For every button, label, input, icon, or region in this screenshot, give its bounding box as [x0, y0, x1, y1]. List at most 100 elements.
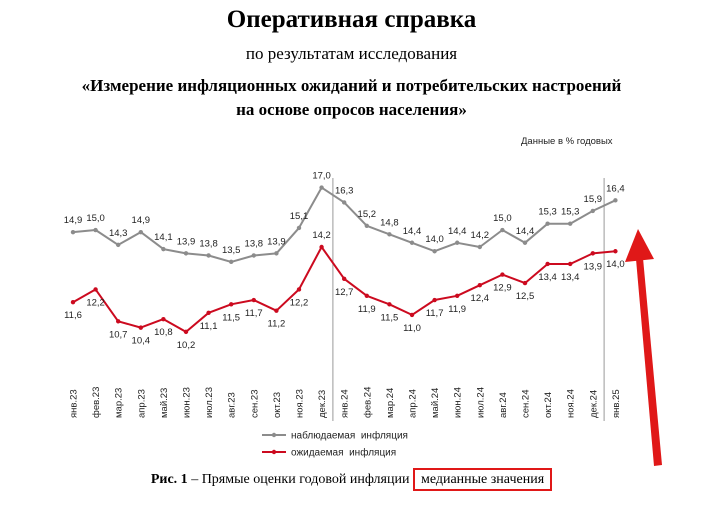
series-1-point: [183, 329, 189, 335]
expected-data-label: 11,9: [358, 304, 376, 315]
expected-data-label: 12,5: [516, 291, 535, 302]
observed-data-label: 15,0: [86, 213, 105, 224]
expected-data-label: 10,8: [154, 327, 173, 338]
series-0-point: [455, 240, 460, 245]
observed-data-label: 14,8: [380, 217, 399, 228]
legend: наблюдаемая инфляция ожидаемая инфляция: [262, 430, 408, 459]
x-axis: янв.23 фев.23 мар.23 апр.23 май.23 июн.23 июл.…: [69, 387, 622, 418]
series-0-point: [229, 259, 234, 265]
x-tick-label: окт.23: [272, 392, 283, 418]
series-line-0: [72, 186, 616, 263]
x-tick-label: мар.24: [385, 388, 396, 418]
series-1-point: [116, 319, 121, 324]
series-1-point: [296, 287, 302, 292]
series-1-point: [613, 249, 618, 254]
point-labels: 14,9 15,014,314,914,1 13,9 13,813,513,8 13,9…: [64, 171, 625, 351]
expected-data-label: 13,4: [538, 272, 557, 283]
series-0-point: [206, 253, 211, 258]
series-1-point: [432, 297, 437, 303]
study-title-line-2: на основе опросов населения»: [236, 100, 467, 119]
expected-data-label: 10,4: [132, 336, 151, 347]
expected-data-label: 14,2: [312, 230, 331, 241]
x-tick-label: сен.23: [249, 390, 260, 419]
series-1-point: [545, 261, 550, 267]
x-tick-label: дек.23: [317, 390, 328, 418]
observed-data-label: 17,0: [312, 171, 331, 182]
observed-data-label: 15,1: [290, 211, 309, 222]
series-0-point: [274, 251, 279, 256]
observed-data-label: 15,2: [358, 209, 377, 220]
series-0-point: [183, 251, 189, 256]
x-tick-label: июн.24: [453, 387, 464, 418]
x-tick-label: май.23: [159, 388, 170, 418]
series-0-point: [500, 227, 505, 233]
caption-highlight: медианные значения: [412, 468, 553, 491]
observed-data-label: 14,4: [448, 226, 467, 237]
series-0-point: [477, 244, 482, 250]
x-tick-label: фев.24: [362, 387, 373, 418]
observed-data-label: 13,8: [199, 238, 218, 249]
expected-data-label: 12,2: [86, 297, 105, 308]
legend-marker-0: [271, 432, 277, 438]
series-1-point: [251, 297, 256, 303]
x-tick-label: янв.25: [611, 389, 622, 418]
observed-data-label: 13,9: [267, 236, 286, 247]
x-tick-label: фев.23: [91, 387, 102, 418]
units-label: Данные в % годовых: [521, 136, 613, 147]
caption-text: – Прямые оценки годовой инфляции: [187, 472, 413, 487]
observed-data-label: 14,9: [132, 215, 151, 226]
series-0-point: [432, 249, 437, 254]
page-title: Оперативная справка: [226, 6, 477, 33]
series-0-point: [138, 229, 143, 235]
expected-data-label: 12,2: [290, 297, 309, 308]
x-tick-label: авг.24: [498, 392, 509, 418]
series-1-point: [500, 272, 505, 277]
series-1-point: [409, 312, 415, 318]
legend-label-1: ожидаемая инфляция: [291, 447, 396, 459]
observed-data-label: 15,3: [538, 207, 557, 218]
study-title-line-1: «Измерение инфляционных ожиданий и потре…: [81, 76, 622, 95]
expected-data-label: 11,5: [222, 312, 240, 323]
observed-data-label: 14,9: [64, 215, 83, 226]
series-1-point: [161, 316, 166, 322]
series-1-point: [229, 302, 234, 307]
series-0-point: [342, 200, 347, 205]
series-1-point: [274, 308, 279, 313]
expected-data-label: 14,0: [606, 259, 625, 270]
observed-data-label: 14,4: [516, 226, 535, 237]
x-tick-label: июн.23: [182, 387, 193, 418]
series-0-point: [568, 221, 573, 226]
series-1-point: [387, 302, 392, 307]
x-tick-label: ноя.24: [566, 389, 577, 418]
series-1-point: [568, 261, 573, 267]
series-0-point: [251, 253, 256, 258]
series-0-point: [522, 240, 528, 245]
observed-data-label: 15,9: [584, 194, 603, 205]
figure-number: Рис. 1: [150, 472, 188, 487]
arrow-shaft: [636, 258, 662, 466]
series-1-point: [477, 282, 482, 288]
x-tick-label: окт.24: [543, 392, 554, 418]
x-tick-label: ноя.23: [295, 389, 306, 418]
x-tick-label: апр.24: [408, 389, 419, 418]
series-1-point: [364, 293, 369, 299]
observed-data-label: 16,3: [335, 185, 354, 196]
series-1-point: [138, 325, 143, 330]
observed-data-label: 13,5: [222, 245, 241, 256]
series-1-point: [319, 244, 324, 250]
legend-marker-1: [271, 449, 277, 455]
x-tick-label: май.24: [430, 388, 441, 418]
observed-data-label: 13,8: [245, 238, 264, 249]
expected-data-label: 11,7: [245, 308, 263, 319]
series-1-point: [93, 287, 98, 292]
series-1-point: [590, 251, 595, 256]
x-tick-label: дек.24: [588, 390, 599, 418]
series-0-point: [613, 198, 618, 203]
series-0-point: [409, 240, 415, 245]
observed-data-label: 14,3: [109, 228, 128, 239]
x-tick-label: авг.23: [227, 392, 238, 418]
observed-data-label: 15,0: [493, 213, 512, 224]
series-0-point: [590, 208, 595, 214]
expected-data-label: 11,5: [381, 312, 399, 323]
expected-data-label: 11,6: [64, 310, 82, 321]
